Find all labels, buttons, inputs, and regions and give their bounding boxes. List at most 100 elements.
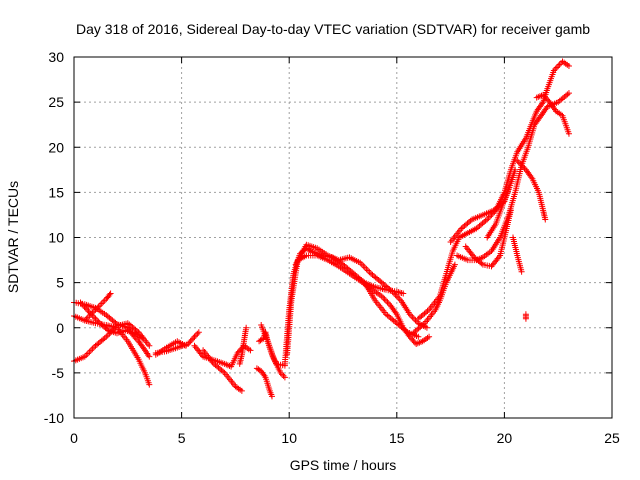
data-point-marks bbox=[152, 345, 168, 358]
data-point-marks bbox=[514, 157, 528, 172]
data-point bbox=[182, 342, 189, 349]
x-tick-label: 0 bbox=[70, 430, 78, 446]
data-point-marks bbox=[492, 204, 505, 227]
data-point bbox=[281, 374, 288, 381]
data-point-marks bbox=[135, 356, 148, 374]
data-point-marks bbox=[507, 150, 520, 173]
data-point-marks bbox=[324, 252, 340, 263]
data-point-marks bbox=[484, 222, 498, 241]
data-point-marks bbox=[81, 308, 97, 324]
data-point-marks bbox=[497, 227, 510, 259]
data-point-marks bbox=[559, 112, 572, 135]
data-point-marks bbox=[346, 270, 362, 283]
data-point bbox=[139, 335, 146, 342]
data-point-marks bbox=[383, 311, 399, 325]
data-point-marks bbox=[241, 326, 249, 345]
data-point-marks bbox=[262, 374, 273, 392]
data-point-marks bbox=[163, 339, 179, 351]
data-point bbox=[565, 130, 572, 137]
plot-frame bbox=[73, 56, 613, 419]
data-point-marks bbox=[200, 347, 216, 366]
data-point-marks bbox=[393, 320, 409, 334]
data-point-marks bbox=[103, 312, 119, 326]
y-axis-label: SDTVAR / TECUs bbox=[5, 181, 21, 293]
data-point-marks bbox=[447, 263, 457, 277]
series-10-trace bbox=[236, 324, 250, 367]
data-point-marks bbox=[307, 248, 323, 258]
data-points bbox=[71, 58, 572, 400]
data-point-marks bbox=[142, 369, 152, 386]
data-point-marks bbox=[533, 100, 546, 115]
data-point bbox=[146, 342, 153, 349]
data-point-marks bbox=[415, 308, 431, 322]
data-point-marks bbox=[264, 338, 277, 361]
y-tick-label: -5 bbox=[52, 365, 65, 381]
data-point-marks bbox=[469, 212, 485, 223]
data-point-marks bbox=[525, 123, 537, 151]
data-point-marks bbox=[131, 330, 145, 341]
data-point-marks bbox=[421, 308, 438, 327]
series-14-trace bbox=[281, 245, 407, 367]
x-axis-label: GPS time / hours bbox=[290, 457, 397, 473]
data-point-marks bbox=[238, 340, 247, 358]
data-point-marks bbox=[191, 342, 205, 359]
data-point-marks bbox=[124, 320, 140, 334]
x-tick-label: 5 bbox=[178, 430, 186, 446]
series-23-trace bbox=[484, 184, 512, 241]
data-point-marks bbox=[449, 236, 462, 254]
data-point-marks bbox=[522, 166, 535, 181]
data-point-marks bbox=[411, 321, 427, 336]
data-point-marks bbox=[314, 245, 330, 258]
data-point-marks bbox=[256, 336, 265, 345]
data-point-marks bbox=[555, 91, 571, 106]
data-point bbox=[426, 333, 433, 340]
y-tick-label: 15 bbox=[48, 184, 64, 200]
data-point-marks bbox=[361, 279, 378, 302]
data-point-marks bbox=[432, 299, 442, 313]
data-point bbox=[565, 63, 572, 70]
series-5-trace bbox=[81, 290, 114, 324]
data-point-marks bbox=[426, 294, 442, 313]
data-point-marks bbox=[404, 329, 420, 339]
data-point-marks bbox=[368, 270, 384, 285]
data-point bbox=[238, 387, 245, 394]
chart-title: Day 318 of 2016, Sidereal Day-to-day VTE… bbox=[76, 21, 590, 37]
data-point-marks bbox=[266, 387, 275, 398]
data-point-marks bbox=[443, 272, 453, 286]
data-point-marks bbox=[436, 272, 449, 300]
data-point bbox=[146, 353, 153, 360]
series-7-trace bbox=[152, 338, 189, 358]
data-point-marks bbox=[473, 217, 489, 232]
data-point-marks bbox=[406, 333, 418, 346]
data-point-marks bbox=[540, 91, 552, 104]
data-point-marks bbox=[447, 227, 463, 245]
data-point-marks bbox=[258, 322, 270, 343]
data-point-marks bbox=[454, 252, 469, 263]
data-point bbox=[415, 333, 422, 340]
data-point-marks bbox=[92, 335, 108, 349]
data-point-marks bbox=[512, 164, 525, 196]
data-point-marks bbox=[105, 327, 119, 336]
data-point-marks bbox=[398, 297, 412, 316]
data-point bbox=[507, 207, 514, 214]
data-point-marks bbox=[531, 114, 543, 128]
data-point-marks bbox=[540, 207, 548, 221]
data-point-marks bbox=[92, 297, 108, 313]
data-point-marks bbox=[413, 339, 424, 347]
data-point-marks bbox=[122, 327, 136, 336]
data-point-marks bbox=[163, 345, 179, 355]
data-point-marks bbox=[81, 344, 97, 360]
series-26-trace bbox=[522, 311, 529, 322]
series-17-trace bbox=[361, 279, 422, 340]
data-point-marks bbox=[488, 236, 502, 254]
data-point bbox=[505, 184, 512, 191]
series-27-trace bbox=[533, 91, 572, 137]
series-19-trace bbox=[415, 58, 572, 322]
data-point-marks bbox=[368, 285, 383, 298]
data-point bbox=[565, 90, 572, 97]
data-point-marks bbox=[372, 297, 388, 316]
data-point bbox=[107, 290, 114, 297]
data-point-marks bbox=[484, 208, 498, 223]
data-point bbox=[542, 216, 549, 223]
